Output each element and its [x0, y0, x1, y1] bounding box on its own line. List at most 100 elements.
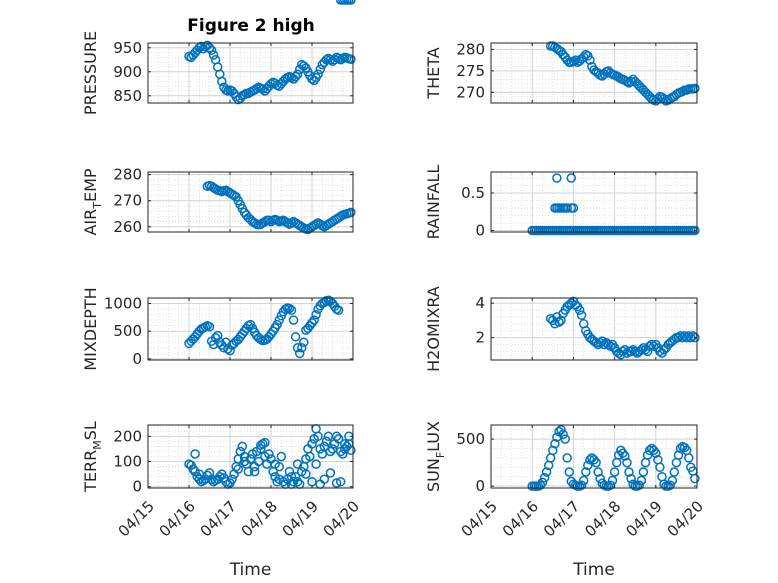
data-point: [288, 315, 299, 325]
data-point: [669, 467, 680, 477]
y-tick-label: 500: [456, 430, 485, 448]
y-axis-label-main: SUN: [424, 458, 443, 492]
data-point: [317, 220, 328, 231]
data-point: [558, 429, 568, 440]
data-point: [292, 476, 303, 487]
data-point: [556, 424, 566, 435]
data-point: [311, 459, 321, 469]
axes-3: 0 0.5 RAINFALL: [424, 165, 700, 240]
data-point: [570, 55, 581, 65]
data-point: [589, 455, 599, 465]
data-point: [677, 86, 688, 97]
data-point: [346, 445, 356, 455]
y-tick-label: 2: [475, 329, 485, 347]
data-point: [595, 473, 605, 484]
data-point: [194, 474, 205, 484]
y-tick-label: 270: [456, 83, 485, 101]
y-axis-label-main: TERR: [81, 450, 100, 493]
data-point: [552, 173, 562, 183]
axes-2: 260 270 280 AIRTEMP: [81, 166, 356, 236]
y-axis-label-subscript: T: [91, 202, 104, 210]
y-axis-label-tail: SL: [81, 421, 100, 440]
data-point: [651, 448, 661, 458]
data-point: [618, 448, 628, 458]
data-point: [581, 467, 591, 477]
data-point: [576, 310, 587, 320]
y-tick-label: 280: [113, 166, 142, 184]
y-axis-label: TERRMSL: [81, 421, 104, 493]
y-axis-label-subscript: M: [91, 440, 104, 450]
data-point: [249, 466, 260, 477]
y-tick-label: 275: [456, 62, 485, 80]
data-point: [286, 305, 297, 315]
data-point: [301, 469, 311, 479]
data-point: [338, 449, 348, 459]
y-tick-label: 4: [475, 294, 485, 312]
data-point: [284, 303, 295, 314]
data-point: [292, 459, 303, 469]
data-point: [562, 453, 572, 463]
axes-box: [147, 171, 354, 233]
data-point: [690, 225, 700, 236]
data-point: [221, 476, 231, 487]
data-point: [583, 460, 593, 471]
y-axis-label-main: PRESSURE: [81, 31, 100, 115]
data-point: [331, 431, 342, 442]
data-point: [194, 43, 205, 53]
axes-box: [147, 297, 354, 361]
data-point: [340, 439, 350, 449]
y-tick-label: 0: [132, 350, 142, 368]
data-point: [591, 457, 601, 468]
data-point: [290, 332, 301, 342]
data-points: [184, 424, 356, 489]
figure-title: Figure 2 high: [187, 16, 315, 36]
y-tick-label: 0: [475, 477, 485, 495]
data-point: [568, 56, 579, 67]
data-point: [609, 467, 620, 477]
y-axis-label-main: RAINFALL: [424, 165, 443, 240]
data-point: [286, 218, 297, 228]
data-point: [194, 469, 205, 479]
data-point: [585, 55, 595, 65]
data-point: [541, 467, 552, 477]
y-axis-label-main: H2OMIXRA: [424, 286, 443, 372]
data-point: [346, 207, 356, 218]
data-point: [286, 471, 297, 482]
data-point: [272, 476, 282, 487]
axes-0: 850 900 950 PRESSURE: [81, 31, 356, 115]
x-axis-label: Time: [572, 560, 615, 580]
y-tick-label: 0.5: [461, 184, 485, 202]
data-points: [545, 296, 700, 360]
y-axis-label: H2OMIXRA: [424, 286, 443, 372]
data-point: [206, 474, 217, 484]
data-point: [675, 443, 686, 454]
data-point: [564, 467, 575, 477]
y-tick-label: 280: [456, 40, 485, 58]
data-point: [537, 477, 548, 488]
y-tick-label: 900: [113, 63, 142, 81]
data-point: [294, 348, 305, 359]
data-point: [272, 319, 282, 330]
data-point: [667, 475, 678, 486]
data-point: [325, 446, 336, 457]
data-point: [548, 445, 558, 456]
axes-box: [490, 424, 698, 489]
y-tick-label: 0: [132, 478, 142, 496]
data-point: [550, 439, 560, 449]
data-point: [204, 43, 215, 53]
data-point: [188, 464, 198, 474]
data-point: [206, 45, 217, 55]
data-point: [690, 332, 700, 343]
data-point: [346, 54, 356, 65]
data-point: [270, 459, 280, 469]
data-point: [313, 431, 323, 442]
data-point: [260, 437, 270, 448]
data-point: [227, 474, 237, 484]
data-point: [622, 457, 632, 468]
data-point: [335, 476, 346, 487]
data-point: [333, 434, 344, 444]
data-point: [274, 315, 284, 325]
data-point: [630, 346, 640, 357]
data-point: [274, 474, 284, 484]
